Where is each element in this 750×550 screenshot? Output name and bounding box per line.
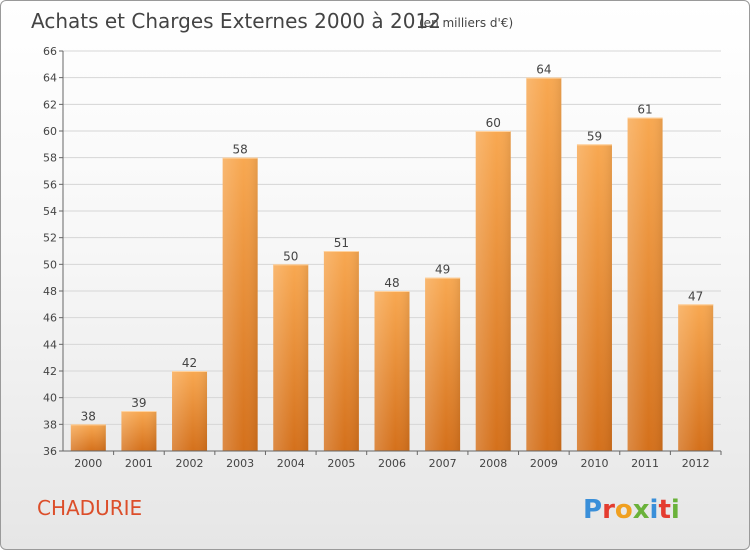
y-tick-label: 52 <box>43 232 57 245</box>
svg-text:Proxiti: Proxiti <box>583 495 680 525</box>
y-tick-label: 64 <box>43 72 57 85</box>
chart-subtitle: (en milliers d'€) <box>419 16 513 30</box>
bar-value-label: 39 <box>131 396 146 410</box>
bar-value-label: 51 <box>334 236 349 250</box>
bar-shade <box>222 157 258 451</box>
y-tick-label: 38 <box>43 418 57 431</box>
y-tick-label: 56 <box>43 178 57 191</box>
bar-shade <box>70 424 106 451</box>
x-tick-label: 2003 <box>226 457 254 470</box>
y-tick-label: 50 <box>43 258 57 271</box>
x-tick-label: 2009 <box>530 457 558 470</box>
bar-shade <box>678 304 714 451</box>
bar-value-label: 47 <box>688 289 703 303</box>
y-tick-label: 46 <box>43 312 57 325</box>
x-tick-label: 2005 <box>327 457 355 470</box>
place-name: CHADURIE <box>37 496 142 520</box>
bar-value-label: 64 <box>536 63 551 77</box>
bar-shade <box>172 371 208 451</box>
bar-shade <box>576 144 612 452</box>
x-tick-label: 2010 <box>580 457 608 470</box>
y-tick-label: 60 <box>43 125 57 138</box>
y-tick-label: 48 <box>43 285 57 298</box>
x-tick-label: 2006 <box>378 457 406 470</box>
bar-shade <box>425 277 461 451</box>
y-tick-label: 66 <box>43 45 57 58</box>
bar-shade <box>121 411 157 451</box>
chart-title: Achats et Charges Externes 2000 à 2012 <box>31 9 441 33</box>
y-tick-label: 62 <box>43 98 57 111</box>
axes: 36 38 40 42 44 46 48 50 52 54 56 58 60 62 64 66 2000 2001… <box>43 45 722 470</box>
x-tick-label: 2002 <box>176 457 204 470</box>
y-tick-label: 36 <box>43 445 57 458</box>
bar-shade <box>526 77 562 452</box>
bar-value-label: 38 <box>81 409 96 423</box>
x-tick-label: 2001 <box>125 457 153 470</box>
x-tick-label: 2012 <box>682 457 710 470</box>
bar-value-label: 59 <box>587 129 602 143</box>
x-tick-label: 2011 <box>631 457 659 470</box>
bar-value-label: 48 <box>384 276 399 290</box>
bar-shade <box>374 291 410 451</box>
y-tick-label: 58 <box>43 152 57 165</box>
x-tick-label: 2004 <box>277 457 305 470</box>
x-tick-label: 2007 <box>429 457 457 470</box>
bar-shade <box>273 264 309 451</box>
bar-value-label: 61 <box>637 103 652 117</box>
x-tick-label: 2000 <box>74 457 102 470</box>
y-tick-label: 42 <box>43 365 57 378</box>
bar-value-label: 50 <box>283 249 298 263</box>
bar-shade <box>627 117 663 452</box>
x-tick-label: 2008 <box>479 457 507 470</box>
bars: 38 39 42 58 50 51 48 49 60 64 59 61 47 <box>70 63 714 452</box>
bar-shade <box>323 251 359 451</box>
y-tick-label: 54 <box>43 205 57 218</box>
bar-value-label: 60 <box>486 116 501 130</box>
y-tick-label: 40 <box>43 392 57 405</box>
bar-value-label: 58 <box>233 143 248 157</box>
bar-value-label: 49 <box>435 263 450 277</box>
y-tick-label: 44 <box>43 338 57 351</box>
proxiti-logo: Proxiti <box>583 495 680 525</box>
bar-value-label: 42 <box>182 356 197 370</box>
bar-shade <box>475 131 511 451</box>
